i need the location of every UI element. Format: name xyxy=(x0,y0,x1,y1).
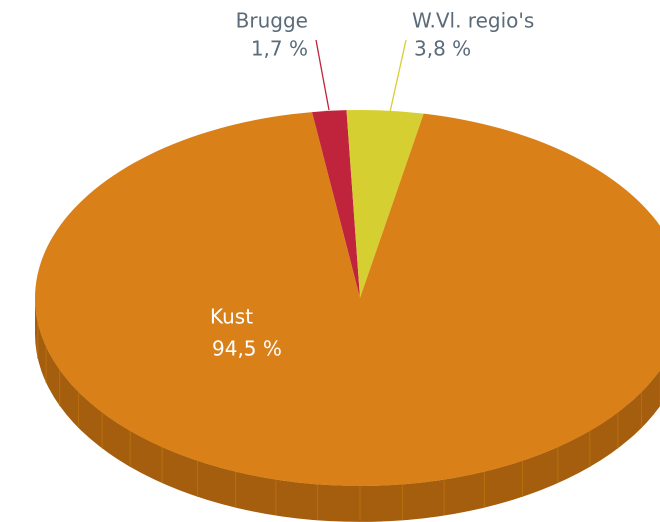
pie-side xyxy=(35,298,660,522)
leader-line xyxy=(315,39,330,111)
slice-value: 94,5 % xyxy=(212,337,282,361)
slice-label: Kust xyxy=(210,305,253,329)
slice-value: 1,7 % xyxy=(251,37,308,61)
slice-value: 3,8 % xyxy=(414,37,471,61)
slice-label: W.Vl. regio's xyxy=(412,9,534,33)
pie-slice xyxy=(346,109,424,298)
leader-line xyxy=(389,39,407,113)
pie-slice xyxy=(35,112,660,486)
pie-slice xyxy=(311,110,360,298)
slice-label: Brugge xyxy=(236,9,308,33)
